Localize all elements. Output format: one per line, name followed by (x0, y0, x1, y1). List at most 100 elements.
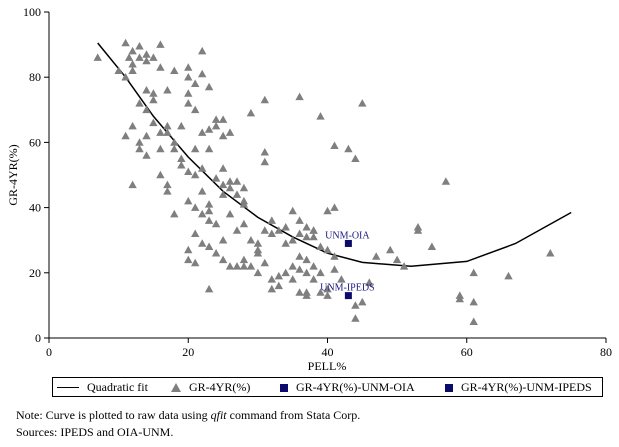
data-point-triangle (124, 53, 134, 61)
legend-label: GR-4YR(%)-UNM-IPEDS (461, 380, 592, 394)
data-point-triangle (184, 167, 193, 175)
data-point-triangle (302, 223, 311, 231)
data-point-triangle (455, 294, 464, 303)
data-point-triangle (309, 232, 318, 241)
y-tick-label: 20 (29, 266, 41, 280)
data-point-triangle (170, 144, 179, 153)
data-point-triangle (260, 157, 269, 166)
data-point-triangle (191, 170, 200, 179)
data-point-triangle (163, 128, 172, 136)
x-axis-title: PELL% (308, 359, 347, 372)
data-point-triangle (316, 288, 325, 296)
data-point-triangle (135, 138, 144, 146)
data-point-triangle (316, 268, 325, 277)
data-point-triangle (337, 275, 346, 283)
data-point-triangle (323, 284, 332, 293)
data-point-triangle (288, 236, 297, 244)
data-point-triangle (204, 206, 214, 215)
y-axis-title: GR-4YR(%) (6, 144, 20, 205)
y-tick-label: 40 (29, 201, 41, 215)
data-point-triangle (204, 82, 214, 91)
data-point-triangle (184, 245, 193, 254)
data-point-triangle (204, 144, 214, 153)
data-point-triangle (260, 258, 269, 267)
data-point-triangle (469, 297, 478, 306)
data-point-triangle (218, 115, 228, 123)
data-point-triangle (198, 164, 207, 172)
data-point-triangle (177, 154, 186, 162)
data-point-triangle (211, 219, 221, 228)
data-point-triangle (142, 105, 151, 114)
data-point-triangle (225, 177, 235, 185)
data-point-triangle (267, 216, 276, 224)
legend-item-unm-oia: GR-4YR(%)-UNM-OIA (280, 380, 415, 395)
data-point-triangle (295, 216, 304, 224)
data-point-triangle (177, 161, 186, 169)
data-point-triangle (198, 239, 207, 247)
data-point-triangle (191, 229, 200, 237)
data-point-triangle (225, 183, 235, 192)
data-point-triangle (121, 73, 130, 81)
data-point-triangle (142, 131, 151, 140)
data-point-triangle (184, 73, 193, 81)
data-point-triangle (211, 121, 221, 130)
data-point-triangle (288, 206, 297, 215)
legend-label: Quadratic fit (87, 380, 148, 394)
data-point-triangle (211, 115, 221, 123)
data-point-triangle (344, 144, 353, 153)
data-point-triangle (302, 268, 311, 277)
data-point-triangle (246, 236, 256, 244)
data-point-triangle (204, 216, 214, 224)
data-point-triangle (260, 226, 269, 234)
data-point-triangle (295, 252, 304, 260)
data-point-triangle (274, 271, 283, 280)
data-point-triangle (163, 86, 172, 94)
data-point-triangle (372, 252, 381, 260)
legend-item-quadratic-fit: Quadratic fit (57, 380, 148, 395)
triangle-marker-icon (171, 383, 181, 392)
data-point-triangle (239, 183, 249, 192)
data-point-triangle (288, 262, 297, 270)
data-point-triangle (267, 284, 276, 293)
data-point-triangle (149, 53, 158, 61)
data-point-triangle (149, 95, 158, 104)
data-point-triangle (358, 297, 367, 306)
data-point-triangle (427, 242, 437, 250)
data-point-triangle (198, 209, 207, 218)
data-point-triangle (184, 196, 193, 205)
data-point-triangle (281, 239, 290, 247)
axes: 0 20 40 60 80 100 0 20 40 60 80 (23, 5, 612, 359)
scatter-chart: 0 20 40 60 80 100 0 20 40 60 80 UNM-OIA UNM-IPEDS P… (6, 5, 612, 372)
data-point-triangle (135, 144, 144, 153)
data-point-triangle (163, 187, 172, 195)
legend-item-unm-ipeds: GR-4YR(%)-UNM-IPEDS (445, 380, 592, 395)
footnote-text: Note: Curve is plotted to raw data using (16, 408, 211, 422)
data-point-triangle (170, 138, 179, 146)
point-annotation: UNM-IPEDS (320, 283, 374, 294)
data-point-triangle (386, 245, 395, 254)
data-point-triangle (441, 177, 451, 185)
data-point-triangle (163, 121, 172, 130)
data-point-triangle (218, 180, 228, 189)
data-point-triangle (191, 79, 200, 87)
data-point-triangle (330, 141, 339, 149)
data-point-triangle (198, 187, 207, 195)
data-point-triangle (170, 209, 179, 218)
data-point-triangle (204, 125, 214, 133)
data-point-triangle (142, 56, 151, 65)
point-annotation: UNM-OIA (325, 230, 370, 241)
data-point-triangle (93, 53, 102, 61)
data-point-triangle (281, 223, 290, 231)
legend-item-gr-4yr: GR-4YR(%) (171, 380, 250, 395)
data-point-triangle (135, 42, 144, 50)
data-point-triangle (128, 121, 137, 130)
data-point-square (344, 239, 352, 247)
data-point-triangle (302, 288, 311, 296)
data-point-triangle (239, 219, 249, 228)
data-point-triangle (142, 86, 151, 94)
data-point-triangle (225, 128, 235, 136)
data-point-triangle (191, 144, 200, 153)
data-point-triangle (142, 50, 151, 58)
data-point-triangle (232, 177, 242, 185)
data-point-triangle (351, 154, 360, 162)
